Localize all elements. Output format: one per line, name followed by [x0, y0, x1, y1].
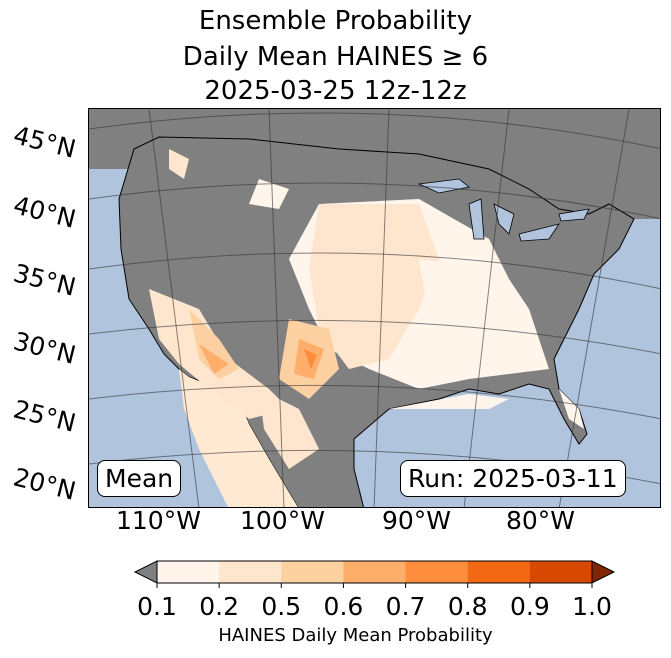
canada-landmass: [89, 109, 660, 219]
lon-label-100w: 100°W: [240, 506, 325, 535]
lon-label-90w: 90°W: [382, 506, 452, 535]
colorbar-tick-label: 0.5: [261, 592, 302, 621]
colorbar-tick-label: 0.6: [323, 592, 364, 621]
title-line-1: Ensemble Probability: [198, 6, 473, 36]
mexico-landmass: [179, 369, 298, 507]
colorbar-tick-label: 0.7: [385, 592, 426, 621]
colorbar-tick-label: 0.9: [509, 592, 550, 621]
title-line-3: 2025-03-25 12z-12z: [204, 76, 467, 106]
probability-map: [88, 108, 661, 508]
colorbar-tick-label: 0.2: [199, 592, 240, 621]
colorbar-tick-label: 0.1: [137, 592, 177, 621]
map-canvas: [89, 109, 660, 507]
colorbar-tick-label: 0.8: [447, 592, 488, 621]
colorbar-label: HAINES Daily Mean Probability: [218, 625, 493, 646]
great-lakes: [417, 178, 590, 242]
lon-label-80w: 80°W: [506, 506, 576, 535]
colorbar-bin: [529, 561, 593, 583]
lon-label-110w: 110°W: [116, 506, 201, 535]
lat-label-45n: 45°N: [10, 120, 79, 164]
colorbar-over-arrow: [591, 560, 616, 584]
colorbar-under-arrow: [133, 560, 158, 584]
run-date-box: Run: 2025-03-11: [400, 460, 626, 497]
colorbar-bin: [219, 561, 282, 583]
title-line-2: Daily Mean HAINES ≥ 6: [182, 42, 489, 72]
colorbar-bin: [343, 561, 407, 583]
lat-label-30n: 30°N: [10, 326, 79, 370]
colorbar-bin: [467, 561, 531, 583]
colorbar-bin: [157, 561, 220, 583]
colorbar-tick-label: 1.0: [572, 592, 612, 621]
lat-label-20n: 20°N: [10, 462, 79, 506]
graticule: [89, 109, 660, 507]
lat-label-40n: 40°N: [10, 190, 79, 234]
colorbar: [133, 560, 616, 588]
lat-label-25n: 25°N: [10, 394, 79, 438]
colorbar-bin: [405, 561, 469, 583]
lat-label-35n: 35°N: [10, 258, 79, 302]
mean-label-box: Mean: [97, 460, 182, 497]
colorbar-bin: [281, 561, 344, 583]
